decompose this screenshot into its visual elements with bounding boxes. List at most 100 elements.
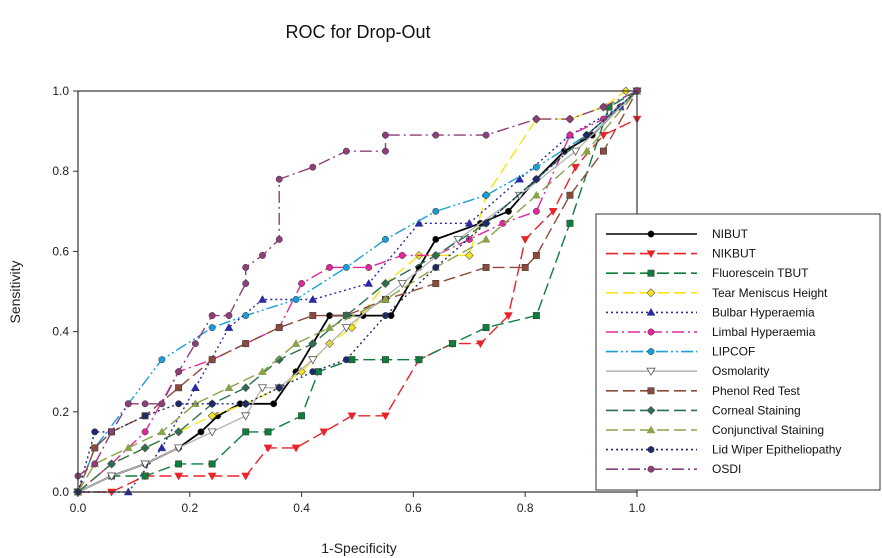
y-tick-label: 0.0 [52,485,69,499]
data-point [208,356,216,364]
series-nikbut [73,115,642,497]
data-point [532,175,540,183]
y-tick-label: 0.4 [52,325,69,339]
data-point [432,131,440,139]
data-point [499,219,507,227]
data-point [241,472,251,481]
data-point [381,279,390,288]
data-point [91,428,99,436]
data-point [503,312,513,321]
data-point [521,263,529,271]
data-point [365,263,373,271]
legend-item: Lid Wiper Epitheliopathy [606,443,841,457]
legend-marker [646,405,656,415]
x-tick-label: 0.2 [181,501,198,515]
data-point [275,175,283,183]
data-point [482,324,490,332]
data-point [432,207,440,215]
data-point [124,400,132,408]
data-point [432,263,440,271]
data-point [106,472,117,481]
legend-item: Osmolarity [606,364,769,378]
legend: NIBUT NIKBUT Fluorescein TBUT Tear Meniscus… [595,213,881,491]
data-point [566,191,574,199]
legend-label: Phenol Red Test [712,384,801,398]
legend-item: OSDI [606,462,741,476]
series-line [78,90,638,493]
data-point [190,383,200,391]
data-point [207,411,217,421]
data-point [158,356,166,364]
data-point [224,383,234,391]
x-axis: 0.0 0.2 0.4 0.6 0.8 1.0 [70,492,646,515]
data-point [275,235,283,243]
series-line [78,118,638,493]
data-point [298,412,306,420]
data-point [571,163,580,172]
series-conjunctival-staining [73,86,642,496]
data-point [600,147,607,155]
data-point [108,428,115,436]
x-axis-title: 1-Specificity [321,540,396,556]
data-point [600,115,607,123]
legend-item: Limbal Hyperaemia [606,325,816,339]
legend-item: Tear Meniscus Height [606,286,828,300]
data-point [208,460,216,468]
legend-item: Corneal Staining [606,403,801,417]
data-point [381,295,390,303]
data-point [291,444,301,453]
series-osdi [74,87,641,480]
y-tick-label: 0.2 [52,405,69,419]
legend-item: Conjunctival Staining [606,423,824,437]
data-point [91,460,99,468]
data-point [208,312,216,320]
data-point [582,146,592,155]
data-point [275,324,283,332]
legend-marker [647,465,655,473]
data-point [566,115,574,123]
legend-marker [646,425,656,434]
data-point [464,218,474,227]
data-point [224,323,234,331]
data-point [140,443,150,453]
data-point [208,400,216,408]
data-point [259,251,266,259]
data-point [382,147,389,155]
data-point [414,218,424,227]
data-point [242,428,250,436]
data-point [532,115,540,123]
data-point [91,444,99,452]
data-point [566,131,574,139]
data-point [382,131,389,139]
plot-area [73,86,642,497]
data-point [242,263,250,271]
data-point [532,312,540,320]
data-point [532,207,540,215]
legend-marker [646,250,656,259]
data-point [381,412,390,421]
data-point [241,383,251,393]
series-line [77,90,638,493]
data-point [481,234,491,243]
legend-label: Bulbar Hyperaemia [712,305,815,319]
data-point [482,191,490,199]
data-point [342,356,350,364]
legend-label: LIPCOF [712,345,755,359]
x-tick-label: 1.0 [629,501,646,515]
legend-box [595,213,881,491]
data-point [175,384,183,392]
data-point [319,428,329,437]
legend-label: Fluorescein TBUT [712,266,809,280]
data-point [308,295,318,303]
data-point [242,340,250,348]
data-point [397,280,407,289]
data-point [325,323,334,331]
legend-item: Phenol Red Test [606,384,801,398]
data-point [382,312,389,320]
data-point [342,263,350,271]
data-point [141,412,149,420]
data-point [107,459,116,469]
data-point [531,190,541,199]
data-point [548,208,558,216]
